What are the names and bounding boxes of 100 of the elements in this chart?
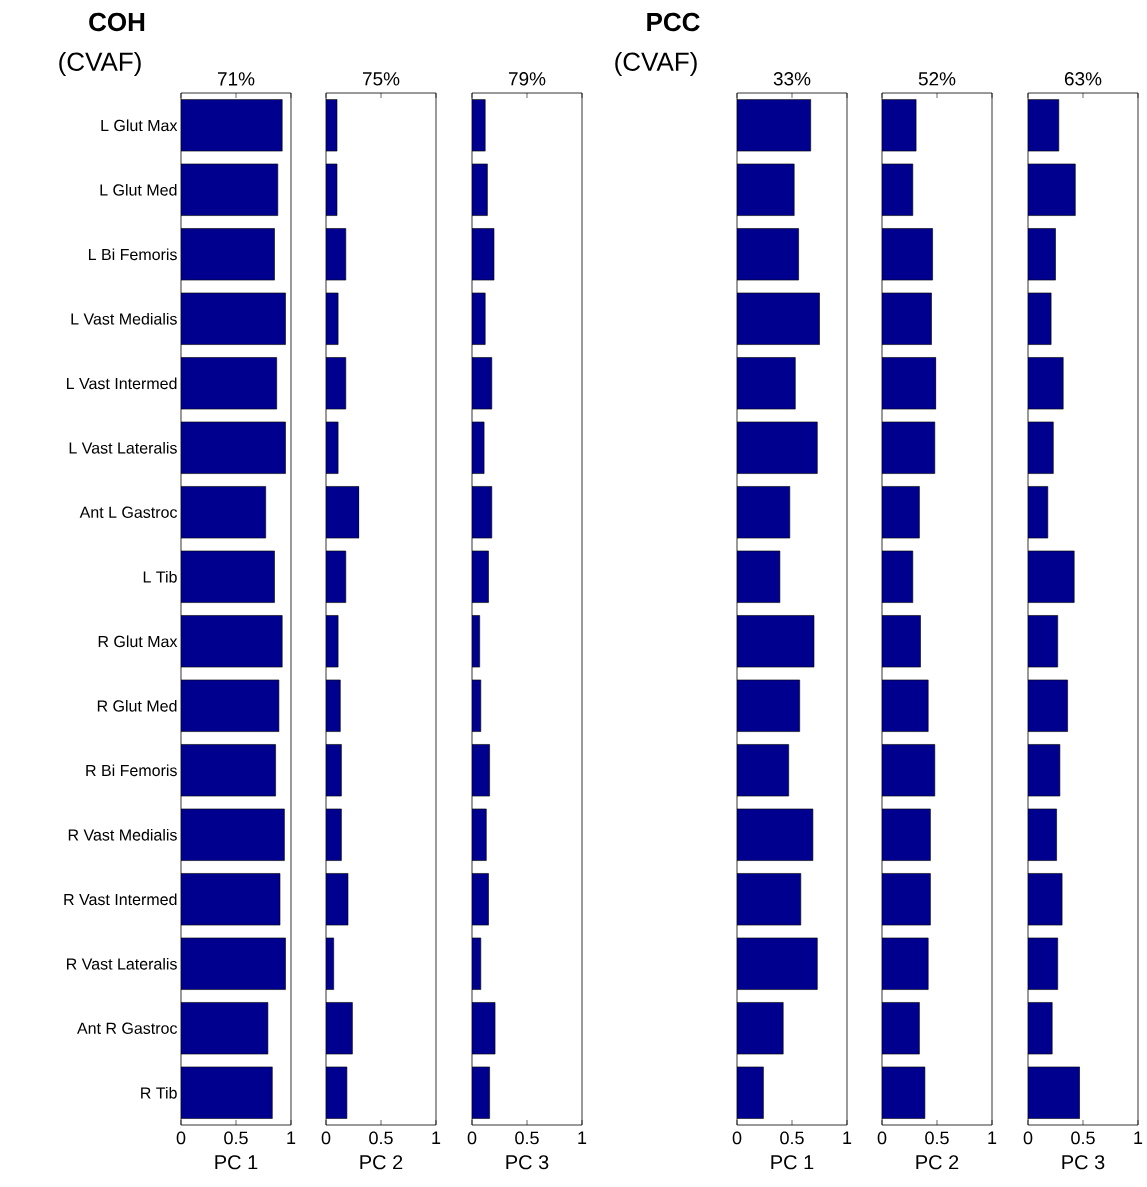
y-tick-label: L Tib	[143, 570, 177, 583]
bar	[737, 163, 795, 216]
bar	[181, 486, 266, 539]
bar	[737, 808, 814, 861]
bar	[181, 1066, 273, 1119]
x-tick-label: 0	[176, 1131, 186, 1145]
bar	[882, 1002, 920, 1055]
bar	[181, 873, 281, 926]
bar	[737, 1002, 784, 1055]
x-tick-label: 1	[1134, 1131, 1143, 1144]
y-tick-label: R Bi Femoris	[86, 764, 177, 777]
bar	[1028, 357, 1064, 410]
bar	[882, 1066, 926, 1119]
bar	[181, 808, 285, 861]
chart-title: 71%	[217, 72, 255, 86]
text: COH	[89, 12, 145, 32]
x-tick-label: 0.5	[369, 1131, 393, 1145]
y-tick-label: L Vast Lateralis	[69, 441, 177, 454]
bar	[737, 937, 818, 990]
bar	[1028, 1066, 1080, 1119]
x-axis-title: PC 1	[215, 1155, 258, 1170]
bar	[882, 228, 933, 281]
bar	[1028, 873, 1063, 926]
chart-title: 79%	[508, 72, 546, 86]
x-tick-label: 0	[467, 1131, 477, 1145]
bar	[181, 679, 280, 732]
bar	[737, 486, 791, 539]
bar	[1028, 421, 1054, 474]
bar	[181, 228, 275, 281]
bar	[737, 228, 799, 281]
x-tick-label: 1	[287, 1131, 296, 1144]
y-tick-label: R Vast Medialis	[68, 828, 177, 841]
y-tick-label: Ant L Gastroc	[79, 506, 178, 518]
y-tick-label: R Glut Max	[98, 635, 178, 648]
chart-title: 52%	[918, 72, 956, 86]
x-tick-label: 0.5	[925, 1131, 949, 1145]
bar	[1028, 679, 1068, 732]
bar	[1028, 228, 1056, 281]
bar	[882, 357, 937, 410]
bar	[737, 99, 811, 152]
text: PCC	[647, 12, 700, 32]
bar	[737, 873, 802, 926]
bar	[882, 679, 929, 732]
x-axis-title: PC 1	[771, 1155, 814, 1170]
text: (CVAF)	[615, 51, 697, 77]
x-tick-label: 0.5	[1071, 1131, 1095, 1145]
bar	[181, 615, 283, 668]
bar	[737, 744, 789, 797]
bar	[737, 615, 815, 668]
x-tick-label: 0.5	[515, 1131, 539, 1145]
bar	[1028, 615, 1058, 668]
bar	[882, 937, 929, 990]
bar	[737, 1066, 764, 1119]
y-tick-label: R Vast Lateralis	[67, 957, 177, 970]
chart-title: 33%	[773, 72, 811, 86]
x-tick-label: 0	[732, 1131, 742, 1145]
bar	[882, 292, 932, 345]
bar	[181, 357, 277, 410]
bar	[1028, 1002, 1053, 1055]
y-tick-label: L Bi Femoris	[88, 248, 177, 261]
bar	[1028, 937, 1058, 990]
y-tick-label: L Glut Max	[101, 119, 178, 132]
bar	[181, 1002, 269, 1055]
x-tick-label: 1	[432, 1131, 441, 1144]
bar	[737, 550, 781, 603]
bar	[882, 873, 931, 926]
y-tick-label: R Glut Med	[97, 699, 177, 712]
y-tick-label: Ant R Gastroc	[77, 1022, 178, 1034]
bar	[181, 292, 286, 345]
chart-title: 75%	[362, 72, 400, 86]
bar	[882, 421, 936, 474]
y-tick-label: R Vast Intermed	[64, 893, 177, 906]
bar	[326, 486, 360, 539]
bar	[1028, 99, 1060, 152]
bar	[737, 679, 800, 732]
bar	[326, 1002, 353, 1055]
chart-title: 63%	[1064, 72, 1102, 86]
x-axis-title: PC 3	[1062, 1155, 1105, 1170]
bar	[882, 550, 914, 603]
x-tick-label: 0.5	[224, 1131, 248, 1145]
bar	[181, 421, 286, 474]
x-tick-label: 0	[1023, 1131, 1033, 1145]
bar	[181, 937, 286, 990]
bar	[181, 550, 275, 603]
bar	[882, 486, 920, 539]
bar	[882, 163, 914, 216]
bar	[1028, 744, 1061, 797]
bar	[882, 808, 931, 861]
bar	[1028, 808, 1057, 861]
bar	[882, 744, 936, 797]
bar	[181, 163, 279, 216]
y-tick-label: L Vast Medialis	[71, 312, 177, 325]
bar	[1028, 163, 1076, 216]
x-axis-title: PC 3	[506, 1155, 549, 1170]
bar	[1028, 550, 1075, 603]
x-axis-title: PC 2	[360, 1155, 403, 1170]
bar	[181, 744, 276, 797]
x-tick-label: 0	[321, 1131, 331, 1145]
bar	[882, 615, 921, 668]
x-axis-title: PC 2	[916, 1155, 959, 1170]
